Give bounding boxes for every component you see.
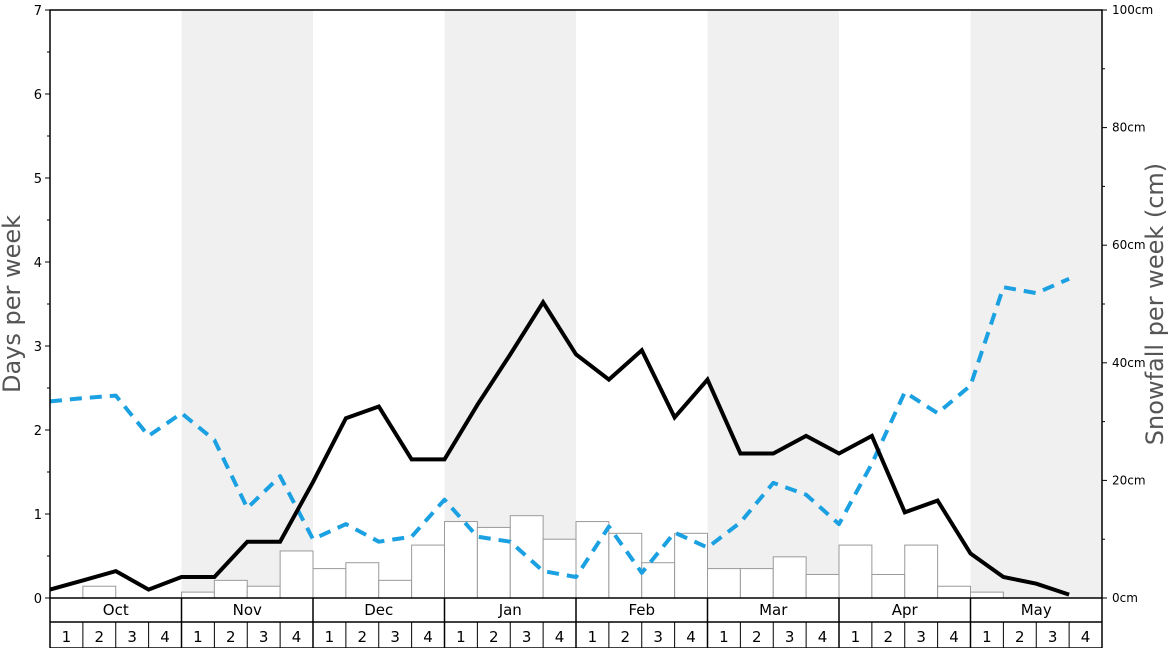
left-tick-label: 5	[34, 172, 42, 187]
snowfall-bars	[82, 515, 1004, 599]
week-label: 4	[818, 628, 828, 646]
snowfall-bar	[345, 562, 380, 599]
right-tick-label: 60cm	[1112, 238, 1146, 252]
right-tick-label: 20cm	[1112, 473, 1146, 487]
week-label: 2	[226, 628, 236, 646]
data-lines	[49, 276, 1070, 597]
week-label: 4	[160, 628, 170, 646]
week-label: 4	[555, 628, 565, 646]
left-axis: 0 1 2 3 4 5 6 7	[34, 4, 50, 607]
left-tick-label: 7	[34, 4, 42, 19]
week-label: 3	[1048, 628, 1058, 646]
week-label: 3	[390, 628, 400, 646]
month-label: Apr	[892, 601, 919, 619]
snowfall-bar	[674, 532, 708, 599]
week-label: 1	[588, 628, 598, 646]
right-tick-label: 100cm	[1112, 3, 1153, 17]
week-label: 2	[621, 628, 631, 646]
week-label: 3	[785, 628, 795, 646]
week-label: 1	[851, 628, 861, 646]
month-label: Nov	[233, 601, 262, 619]
week-label: 2	[1015, 628, 1025, 646]
snowfall-bar	[246, 585, 281, 599]
month-shading	[181, 10, 1102, 598]
week-label: 2	[95, 628, 105, 646]
snowfall-bar	[707, 568, 741, 599]
week-label: 4	[292, 628, 302, 646]
week-label: 1	[982, 628, 992, 646]
right-tick-label: 0cm	[1112, 591, 1138, 605]
week-label: 4	[423, 628, 433, 646]
month-label: Jan	[498, 601, 522, 619]
week-label: 2	[358, 628, 368, 646]
week-label: 3	[522, 628, 532, 646]
week-label: 3	[916, 628, 926, 646]
dashed-series-line	[49, 276, 1070, 579]
snowfall-bar	[509, 515, 544, 599]
week-label: 3	[653, 628, 663, 646]
left-tick-label: 4	[34, 256, 42, 271]
week-label: 3	[127, 628, 137, 646]
week-label: 4	[949, 628, 959, 646]
snowfall-bar	[937, 585, 971, 599]
month-shade-mar	[707, 10, 839, 598]
week-label: 4	[686, 628, 696, 646]
plot-frame	[49, 9, 1103, 648]
month-shade-may	[970, 10, 1102, 598]
snowfall-bar	[904, 544, 939, 599]
month-label: Dec	[364, 601, 393, 619]
left-tick-label: 1	[34, 508, 42, 523]
snowfall-bar	[542, 538, 577, 599]
snowfall-bar	[608, 532, 643, 599]
month-label: Feb	[628, 601, 655, 619]
snowfall-bar	[739, 568, 774, 599]
snowfall-bar	[312, 568, 347, 599]
right-axis-title: Snowfall per week (cm)	[1141, 163, 1168, 445]
snowfall-bar	[641, 562, 676, 599]
week-label: 4	[1081, 628, 1091, 646]
week-label: 1	[62, 628, 72, 646]
snowfall-bar	[805, 573, 840, 599]
week-label: 1	[325, 628, 335, 646]
week-label: 2	[489, 628, 499, 646]
week-label: 1	[719, 628, 729, 646]
left-axis-title: Days per week	[0, 215, 26, 393]
week-label: 1	[456, 628, 466, 646]
snowfall-bar	[444, 521, 478, 599]
right-axis: 0cm 20cm 40cm 60cm 80cm 100cm	[1102, 3, 1153, 605]
snowfall-bar	[181, 591, 215, 599]
right-tick-label: 40cm	[1112, 356, 1146, 370]
snowfall-bar	[213, 579, 248, 599]
left-tick-label: 2	[34, 424, 42, 439]
snowfall-bar	[838, 544, 873, 599]
right-tick-label: 80cm	[1112, 121, 1146, 135]
month-label: Mar	[759, 601, 788, 619]
left-tick-label: 6	[34, 88, 42, 103]
snowfall-bar	[871, 573, 906, 599]
snowfall-bar	[411, 544, 445, 599]
week-label: 3	[259, 628, 269, 646]
month-label: May	[1021, 601, 1052, 619]
month-shade-nov	[181, 10, 313, 598]
month-shade-jan	[444, 10, 576, 598]
snowfall-bar	[970, 591, 1004, 599]
month-axis: Oct 1 2 3 4 Nov 1 2 3 4 Dec 1 2 3 4 Jan 1 2 3 4 Feb 1 2 3 4 Mar 1 2…	[50, 597, 1102, 648]
snowfall-bar	[772, 556, 807, 599]
snowfall-bar	[279, 550, 314, 599]
snowfall-bar	[82, 585, 117, 599]
month-label: Oct	[103, 601, 129, 619]
week-label: 2	[884, 628, 894, 646]
left-tick-label: 3	[34, 340, 42, 355]
snowfall-bar	[378, 579, 413, 599]
week-label: 2	[752, 628, 762, 646]
solid-series-line	[49, 298, 1070, 597]
week-label: 1	[193, 628, 203, 646]
left-tick-label: 0	[34, 592, 42, 607]
